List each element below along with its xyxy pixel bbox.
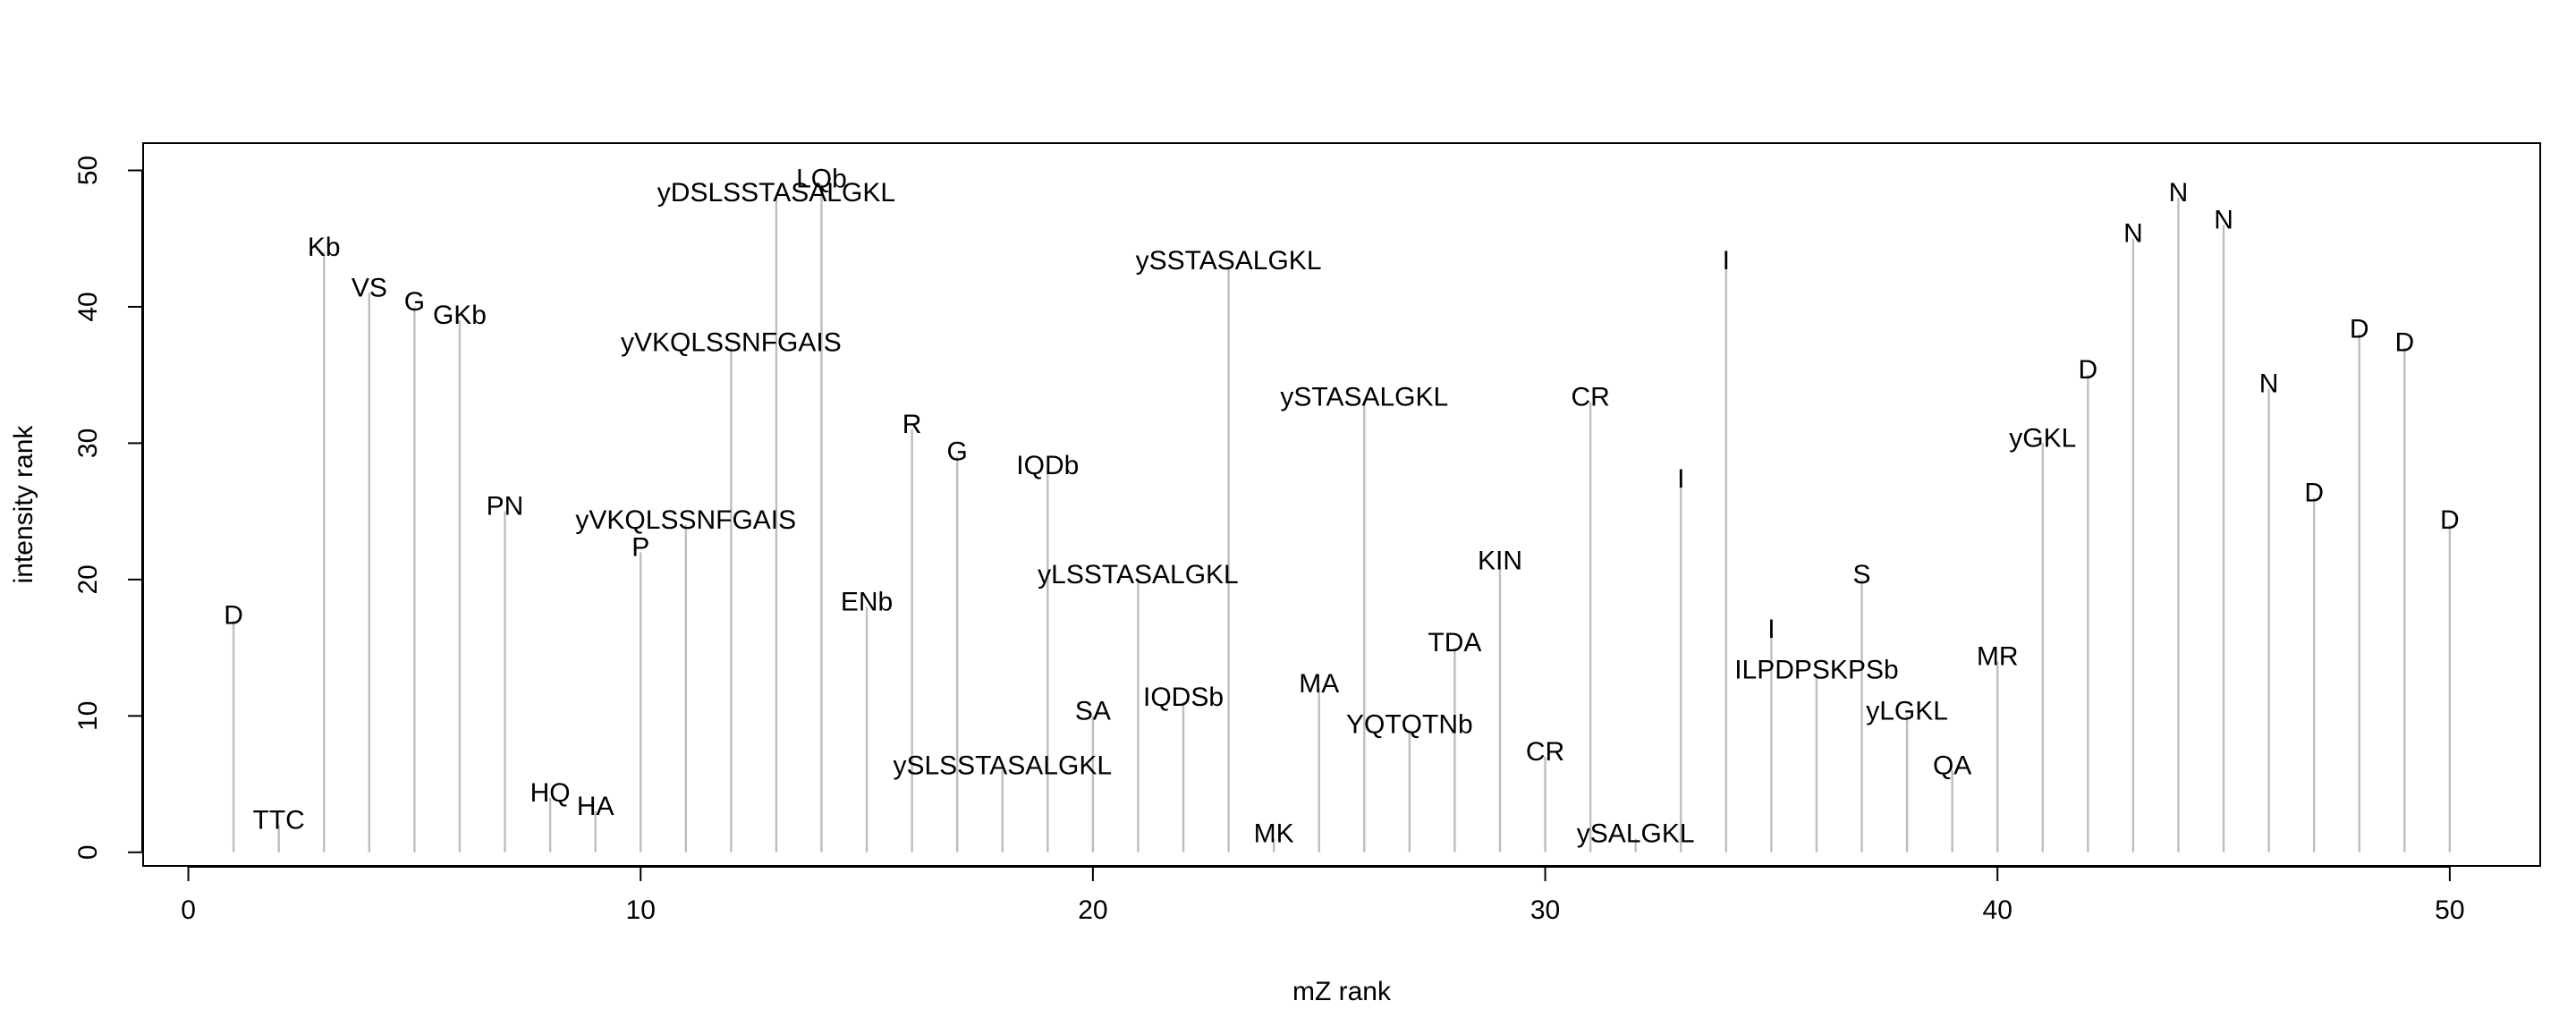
peak-label: yDSLSSTASALGKL — [657, 178, 895, 208]
peak-label: CR — [1571, 383, 1609, 412]
peak-label: MA — [1299, 669, 1339, 699]
peak-label: IQDb — [1016, 451, 1079, 480]
peak-label: N — [2214, 205, 2233, 234]
y-tick-label: 30 — [73, 428, 103, 458]
y-axis-title: intensity rank — [9, 425, 38, 584]
peak-label: HQ — [530, 778, 571, 808]
x-tick-label: 10 — [626, 895, 656, 925]
peak-label: G — [947, 437, 968, 467]
x-tick-label: 40 — [1983, 895, 2012, 925]
peak-label: PN — [487, 492, 524, 522]
peak-label: ySALGKL — [1577, 819, 1695, 849]
peak-label: TDA — [1428, 628, 1481, 657]
peak-label: ENb — [841, 587, 893, 616]
peak-label: KIN — [1478, 547, 1522, 576]
peak-label: ySTASALGKL — [1280, 383, 1448, 412]
peak-label: ILPDPSKPSb — [1734, 656, 1898, 685]
peak-label: MK — [1254, 819, 1294, 849]
y-tick-label: 40 — [73, 292, 103, 321]
peak-label: GKb — [433, 301, 487, 330]
peak-label: I — [1723, 246, 1730, 276]
peak-label: S — [1853, 560, 1871, 590]
x-tick-label: 20 — [1078, 895, 1107, 925]
x-tick-label: 50 — [2435, 895, 2464, 925]
peak-label: yVKQLSSNFGAIS — [621, 328, 842, 358]
peak-label: ySLSSTASALGKL — [893, 751, 1112, 780]
y-tick-label: 10 — [73, 701, 103, 731]
peak-label: SA — [1075, 696, 1111, 725]
peak-label: R — [902, 410, 922, 439]
peak-label: LQb — [796, 165, 847, 194]
peak-label: D — [2394, 328, 2414, 358]
peak-label: yVKQLSSNFGAIS — [575, 505, 796, 535]
peak-label: D — [2304, 478, 2324, 507]
peak-label: HA — [577, 792, 614, 821]
peak-label: N — [2169, 178, 2189, 208]
x-axis: 0 10 20 30 40 50 — [181, 866, 2465, 925]
peak-label: yGKL — [2009, 423, 2076, 453]
y-tick-label: 20 — [73, 564, 103, 594]
peak-label: D — [224, 601, 243, 631]
x-tick-label: 0 — [181, 895, 196, 925]
peak-label: CR — [1526, 737, 1564, 767]
peak-label: N — [2259, 369, 2279, 398]
peak-stems — [232, 183, 2452, 853]
peak-label: P — [631, 532, 649, 562]
peak-label: yLGKL — [1866, 696, 1948, 725]
peak-label: ySSTASALGKL — [1136, 246, 1322, 276]
peak-label: TTC — [253, 805, 305, 835]
peak-label: IQDSb — [1143, 683, 1224, 712]
y-axis: 0 10 20 30 40 50 — [73, 156, 143, 860]
peak-label: G — [404, 287, 425, 317]
peak-label: D — [2350, 314, 2369, 344]
peak-label: MR — [1977, 641, 2019, 671]
peak-label: YQTQTNb — [1346, 710, 1473, 740]
y-tick-label: 0 — [73, 844, 103, 860]
peak-label: QA — [1933, 751, 1971, 780]
y-tick-label: 50 — [73, 156, 103, 185]
x-tick-label: 30 — [1530, 895, 1560, 925]
x-axis-title: mZ rank — [1292, 977, 1392, 1006]
peak-label: D — [2440, 505, 2460, 535]
peak-label: yLSSTASALGKL — [1038, 560, 1239, 590]
peak-label: I — [1677, 464, 1684, 494]
peak-label: D — [2079, 355, 2098, 385]
peak-label: N — [2123, 219, 2143, 249]
peak-label: Kb — [308, 233, 341, 262]
peak-label: I — [1767, 615, 1775, 644]
peak-label: VS — [352, 274, 387, 303]
